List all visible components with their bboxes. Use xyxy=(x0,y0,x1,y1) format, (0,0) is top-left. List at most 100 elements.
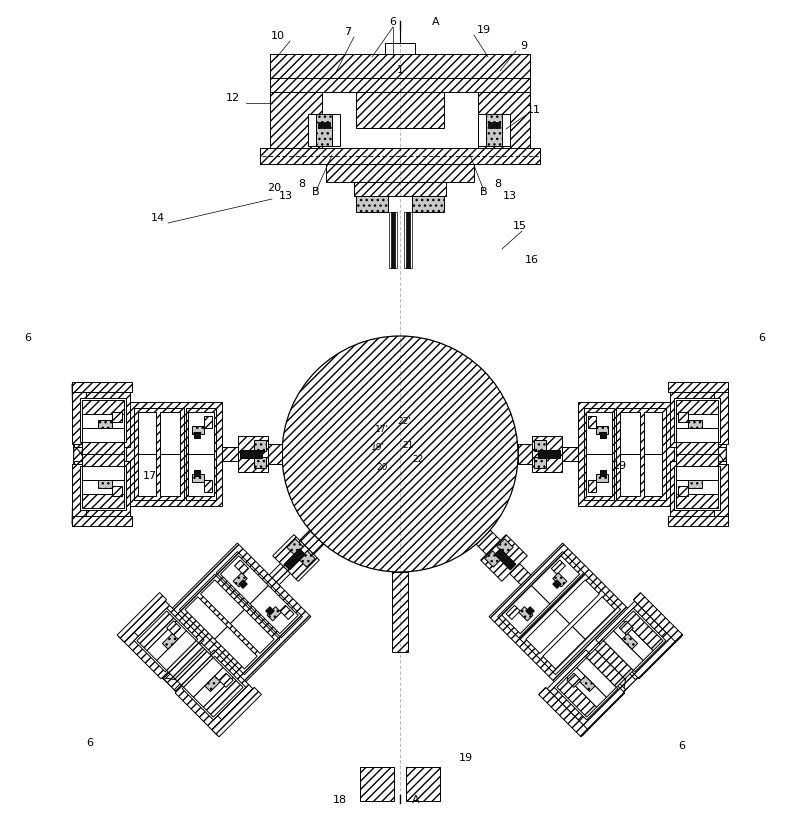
Circle shape xyxy=(282,337,518,573)
Text: 15: 15 xyxy=(513,221,527,231)
Bar xyxy=(220,556,269,604)
Polygon shape xyxy=(162,678,258,736)
Bar xyxy=(98,481,112,488)
Text: 8: 8 xyxy=(298,179,306,189)
Bar xyxy=(201,580,245,624)
Bar xyxy=(520,574,621,675)
Text: 6: 6 xyxy=(25,333,31,343)
Bar xyxy=(676,481,718,494)
Bar xyxy=(174,650,253,728)
Text: 20: 20 xyxy=(376,463,388,472)
Text: 6: 6 xyxy=(758,333,766,343)
Bar xyxy=(318,123,330,129)
Bar xyxy=(80,399,126,442)
Bar xyxy=(74,393,130,447)
Bar xyxy=(175,650,214,687)
Bar xyxy=(134,609,198,672)
Bar xyxy=(233,573,247,587)
Bar xyxy=(308,115,316,147)
Bar xyxy=(273,535,319,582)
Bar xyxy=(573,597,615,640)
Bar xyxy=(577,658,616,697)
Bar xyxy=(404,212,412,268)
Polygon shape xyxy=(72,385,130,465)
Bar xyxy=(332,115,340,147)
Bar xyxy=(170,543,311,685)
Bar xyxy=(619,621,634,635)
Bar xyxy=(670,393,726,447)
Text: 21: 21 xyxy=(402,440,414,449)
Polygon shape xyxy=(670,385,728,465)
Bar xyxy=(498,552,584,638)
Bar xyxy=(160,412,180,455)
Bar xyxy=(82,481,124,494)
Bar xyxy=(553,573,567,587)
Text: 6: 6 xyxy=(86,737,94,747)
Bar xyxy=(555,580,599,624)
Bar xyxy=(478,115,486,147)
Bar xyxy=(137,611,177,650)
Text: 13: 13 xyxy=(279,191,293,201)
Bar xyxy=(72,517,132,527)
Bar xyxy=(203,678,243,717)
Bar xyxy=(580,676,595,691)
Text: A: A xyxy=(432,17,440,27)
Bar xyxy=(600,471,606,477)
Bar xyxy=(538,451,560,458)
Bar xyxy=(489,543,630,685)
Bar xyxy=(179,574,280,675)
Bar xyxy=(534,441,546,451)
Bar xyxy=(138,455,156,497)
Bar xyxy=(238,580,247,589)
Bar xyxy=(360,767,394,801)
Text: 1: 1 xyxy=(397,65,403,75)
Bar xyxy=(586,412,612,455)
Bar xyxy=(219,673,233,687)
Bar xyxy=(205,676,220,691)
Bar xyxy=(185,597,227,640)
Text: 7: 7 xyxy=(345,27,351,37)
Text: A: A xyxy=(412,794,420,804)
Bar xyxy=(668,517,728,527)
Bar xyxy=(186,409,216,501)
Bar xyxy=(596,426,608,435)
Bar xyxy=(676,455,718,466)
Bar xyxy=(240,451,262,458)
Bar xyxy=(674,399,720,442)
Bar xyxy=(714,385,728,445)
Bar xyxy=(204,416,212,429)
Bar xyxy=(72,465,86,524)
Bar xyxy=(299,551,315,568)
Bar xyxy=(476,531,501,555)
Bar xyxy=(486,115,502,147)
Bar xyxy=(82,400,124,415)
Bar xyxy=(160,455,180,497)
Text: 6: 6 xyxy=(390,17,397,27)
Text: 11: 11 xyxy=(527,104,541,115)
Text: 20: 20 xyxy=(267,183,281,193)
Text: B: B xyxy=(480,186,488,196)
Bar xyxy=(354,183,446,196)
Bar xyxy=(80,466,126,511)
Bar xyxy=(238,436,268,472)
Bar xyxy=(166,621,181,635)
Text: 18: 18 xyxy=(333,794,347,804)
Bar xyxy=(250,586,298,634)
Bar xyxy=(676,400,718,415)
Bar xyxy=(506,605,520,619)
Bar xyxy=(260,149,540,165)
Bar xyxy=(412,196,444,212)
Bar xyxy=(543,627,586,669)
Bar xyxy=(604,631,643,670)
Bar xyxy=(326,165,474,183)
Bar xyxy=(634,593,683,642)
Bar xyxy=(553,580,562,589)
Bar xyxy=(622,634,638,650)
Bar xyxy=(534,457,546,468)
Bar xyxy=(584,409,614,501)
Bar xyxy=(270,93,322,149)
Text: 14: 14 xyxy=(151,212,165,222)
Text: 8: 8 xyxy=(494,179,502,189)
Bar xyxy=(481,535,527,582)
Bar xyxy=(518,445,532,465)
